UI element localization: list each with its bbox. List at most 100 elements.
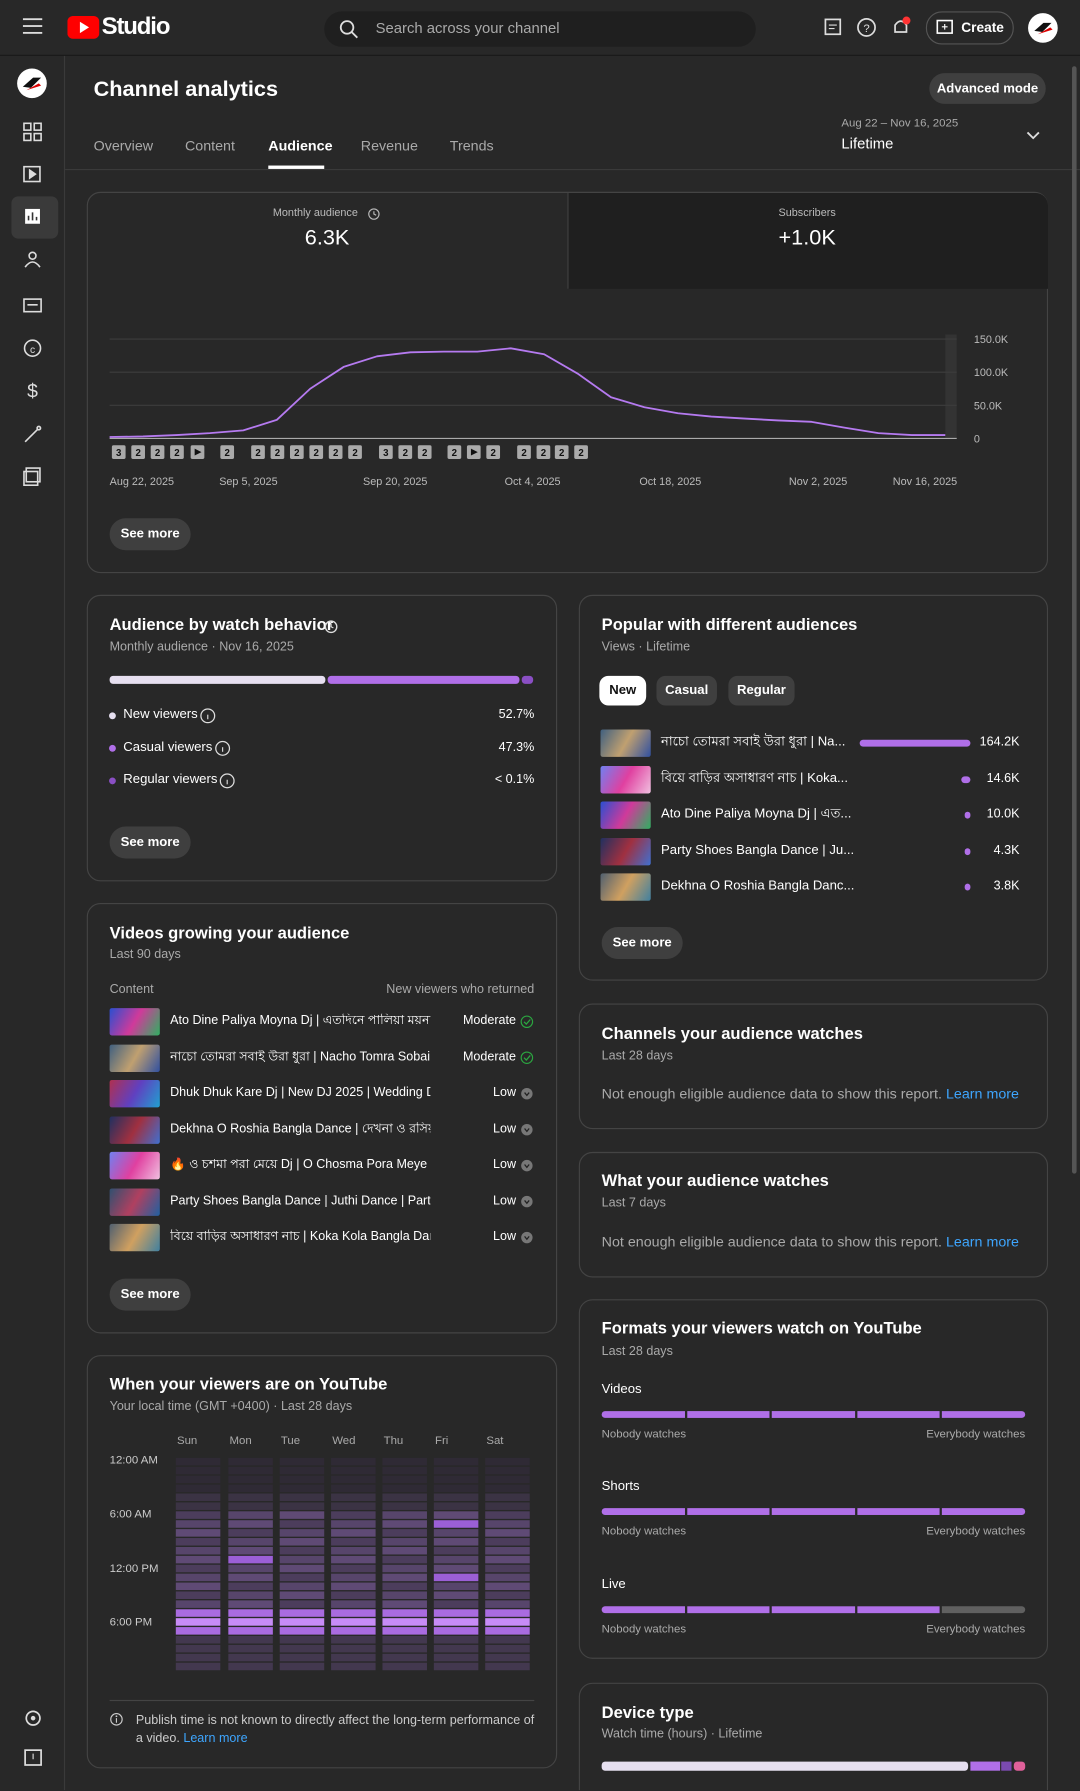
period[interactable]: Lifetime: [841, 134, 894, 152]
views-bar: [859, 739, 971, 747]
video-marker-label: 2: [155, 448, 160, 459]
video-marker: [131, 445, 145, 459]
chip[interactable]: Casual: [656, 675, 717, 706]
see-more-button[interactable]: See more: [109, 518, 191, 551]
thumbnail[interactable]: [109, 1187, 160, 1216]
thumbnail[interactable]: [600, 801, 651, 829]
heatmap-cell: [228, 1600, 273, 1608]
heatmap-cell: [228, 1609, 273, 1617]
thumbnail[interactable]: [109, 1044, 160, 1072]
note-divider: [109, 1699, 535, 1702]
format-label: Shorts: [601, 1479, 640, 1494]
tab[interactable]: Trends: [449, 138, 494, 155]
thumbnail[interactable]: [109, 1223, 160, 1252]
video-title[interactable]: বিয়ে বাড়ির অসাধারণ নাচ | Koka Kola Ban…: [170, 1229, 431, 1244]
heatmap-cell: [279, 1582, 325, 1591]
format-bar: [686, 1508, 770, 1516]
heatmap-cell: [382, 1493, 427, 1502]
format-bar: [942, 1508, 1026, 1516]
video-title[interactable]: নাচো তোমরা সবাই উরা ধুরা | Na...: [661, 735, 846, 749]
video-title[interactable]: Ato Dine Paliya Moyna Dj | এতদিনে পালিয়…: [170, 1013, 431, 1028]
account-avatar[interactable]: [1027, 13, 1058, 44]
learn-more-link[interactable]: Learn more: [183, 1731, 248, 1746]
heatmap-cell: [433, 1493, 479, 1502]
menu-button[interactable]: [22, 17, 44, 35]
thumbnail[interactable]: [600, 765, 651, 793]
scrollbar[interactable]: [1072, 66, 1077, 1174]
heatmap-cell: [382, 1529, 427, 1537]
video-marker: [270, 445, 285, 459]
heatmap-cell: [228, 1520, 273, 1528]
notifications-icon[interactable]: [890, 16, 913, 39]
heatmap-cell: [331, 1475, 376, 1484]
heatmap-cell: [175, 1591, 221, 1599]
tab[interactable]: Revenue: [360, 138, 418, 155]
learn-more-link[interactable]: Learn more: [945, 1085, 1019, 1102]
create-button[interactable]: [925, 11, 1014, 45]
info-icon: [219, 773, 235, 789]
video-marker: [348, 445, 362, 459]
thumbnail[interactable]: [109, 1115, 160, 1144]
level-icon: [521, 1087, 533, 1100]
card-subtitle: Last 28 days: [601, 1344, 673, 1359]
thumbnail[interactable]: [600, 837, 651, 865]
chip[interactable]: Regular: [728, 675, 795, 706]
heatmap-cell: [175, 1466, 221, 1475]
heatmap-cell: [279, 1493, 325, 1502]
advanced-mode-button[interactable]: Advanced mode: [929, 73, 1046, 104]
heatmap-cell: [433, 1475, 479, 1484]
views-value: 4.3K: [993, 843, 1020, 857]
video-marker-label: 2: [578, 448, 583, 459]
metric-tab[interactable]: [567, 192, 1049, 289]
nav-icons[interactable]: c $: [0, 114, 64, 491]
chip-selected[interactable]: New: [599, 675, 647, 706]
youtube-logo[interactable]: [67, 15, 100, 39]
thumbnail[interactable]: [600, 873, 651, 901]
heatmap-cell: [279, 1591, 325, 1599]
tab[interactable]: Content: [184, 138, 235, 155]
date-range[interactable]: Aug 22 – Nov 16, 2025: [841, 117, 959, 131]
heatmap-cell: [382, 1600, 427, 1608]
level-icon: [520, 1015, 534, 1029]
video-title[interactable]: Party Shoes Bangla Dance | Ju...: [661, 843, 855, 857]
return-level: Low: [492, 1229, 517, 1244]
heatmap-cell: [279, 1644, 325, 1653]
nav-bottom-icons[interactable]: [22, 1707, 45, 1775]
see-more-button[interactable]: See more: [601, 927, 683, 959]
thumbnail[interactable]: [109, 1080, 160, 1108]
heatmap-cell: [175, 1653, 221, 1662]
video-title[interactable]: 🔥 ও চশমা পরা মেয়ে Dj | O Chosma Pora Me…: [170, 1157, 431, 1172]
channel-avatar[interactable]: [16, 67, 48, 99]
heatmap-cell: [433, 1484, 479, 1493]
see-more-button[interactable]: See more: [109, 826, 191, 859]
search-box[interactable]: [324, 11, 756, 47]
help-icon[interactable]: ?: [856, 17, 877, 38]
period-dropdown[interactable]: [1025, 130, 1041, 141]
thumbnail[interactable]: [109, 1151, 160, 1180]
see-more-button[interactable]: See more: [109, 1278, 191, 1311]
heatmap-cell: [175, 1502, 221, 1510]
video-title[interactable]: বিয়ে বাড়ির অসাধারণ নাচ | Koka...: [661, 771, 848, 785]
card-subtitle: Last 28 days: [601, 1049, 673, 1063]
heatmap-cell: [382, 1618, 427, 1626]
heatmap-cell: [331, 1520, 376, 1528]
heatmap-cell: [331, 1564, 376, 1573]
thumbnail[interactable]: [600, 729, 651, 757]
feedback-icon[interactable]: [823, 17, 844, 38]
tab[interactable]: Overview: [93, 138, 154, 155]
video-title[interactable]: Dhuk Dhuk Kare Dj | New DJ 2025 | Weddin…: [170, 1085, 430, 1100]
heatmap-cell: [279, 1475, 325, 1484]
heatmap-cell: [485, 1627, 530, 1635]
thumbnail[interactable]: [109, 1008, 160, 1036]
video-title[interactable]: নাচো তোমরা সবাই উরা ধুরা | Nacho Tomra S…: [170, 1049, 431, 1064]
video-marker-label: 2: [174, 448, 179, 459]
video-title[interactable]: Ato Dine Paliya Moyna Dj | এত...: [661, 807, 852, 821]
metric-value: 6.3K: [304, 226, 350, 251]
video-title[interactable]: Party Shoes Bangla Dance | Juthi Dance |…: [170, 1193, 431, 1208]
learn-more-link[interactable]: Learn more: [945, 1234, 1019, 1251]
video-title[interactable]: Dekhna O Roshia Bangla Dance | দেখনা ও র…: [170, 1121, 431, 1136]
views-bar: [964, 883, 971, 891]
heatmap-cell: [485, 1457, 530, 1466]
tab-active[interactable]: Audience: [268, 138, 333, 155]
video-title[interactable]: Dekhna O Roshia Bangla Danc...: [661, 879, 855, 893]
